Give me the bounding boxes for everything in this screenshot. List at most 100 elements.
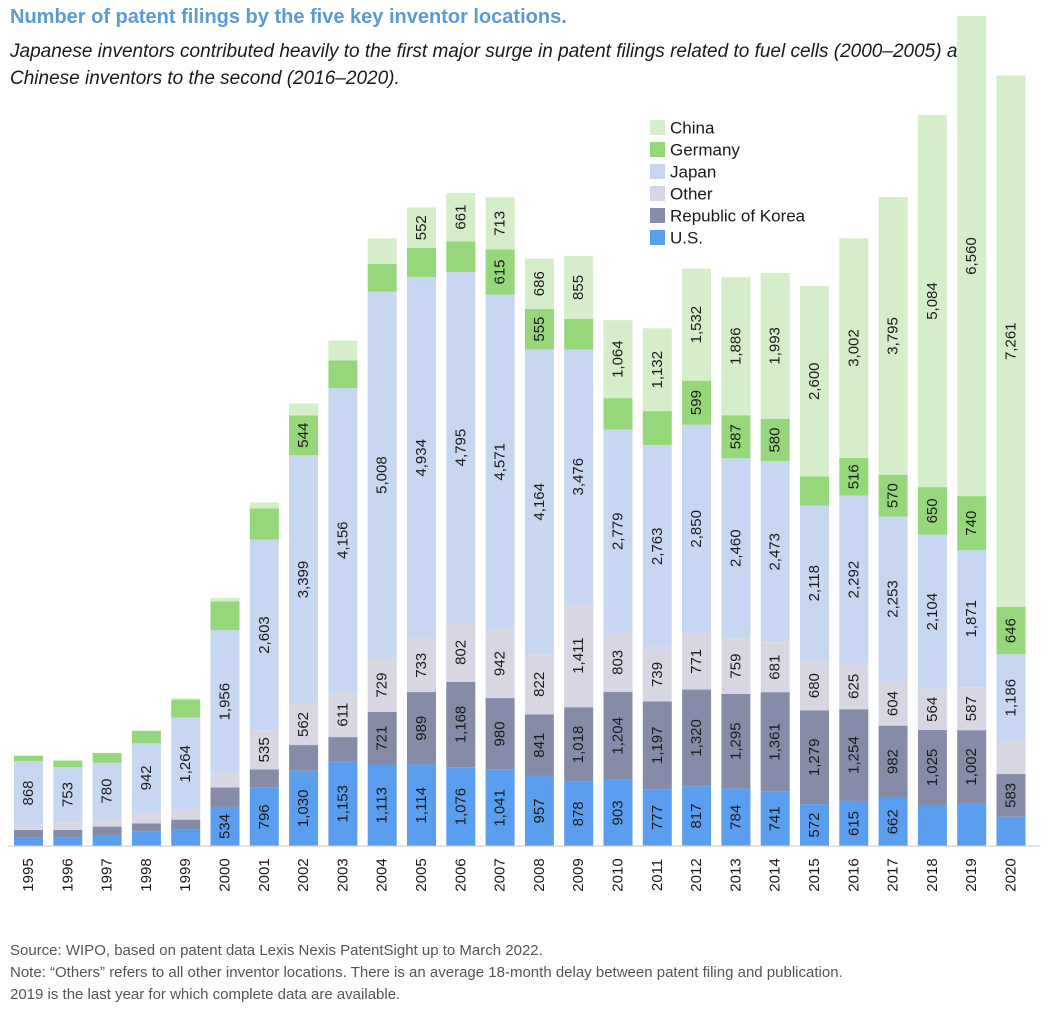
bar-segment-china-1996 <box>53 759 83 761</box>
data-label-japan-2003: 4,156 <box>334 521 351 559</box>
bar-segment-germany-2007 <box>485 249 515 295</box>
bar-segment-germany-2012 <box>682 380 712 425</box>
data-label-japan-2018: 2,104 <box>924 593 941 631</box>
bar-segment-republic-of-korea-2000 <box>210 787 240 807</box>
data-label-u-s-2005: 1,114 <box>413 787 430 823</box>
data-label-japan-2008: 4,164 <box>531 483 548 521</box>
bar-segment-republic-of-korea-2004 <box>367 711 397 765</box>
data-label-republic-of-korea-2011: 1,197 <box>649 727 666 765</box>
bar-segment-germany-2019 <box>957 496 987 551</box>
bar-segment-republic-of-korea-2012 <box>682 689 712 787</box>
bar-segment-china-2010 <box>603 320 633 399</box>
data-label-japan-1997: 780 <box>99 779 116 804</box>
data-label-china-2017: 3,795 <box>885 317 902 355</box>
bar-segment-other-2018 <box>917 688 947 730</box>
data-label-japan-2000: 1,956 <box>217 683 234 721</box>
legend-label-other: Other <box>670 185 713 204</box>
data-label-china-2012: 1,532 <box>688 306 705 344</box>
legend-swatch-germany <box>650 142 665 157</box>
bar-segment-japan-2007 <box>485 294 515 630</box>
bar-segment-u-s-2003 <box>328 761 358 846</box>
bar-segment-japan-2008 <box>524 349 554 655</box>
data-label-republic-of-korea-2015: 1,279 <box>806 739 823 777</box>
x-tick-label-2020: 2020 <box>1003 858 1020 891</box>
data-label-other-2007: 942 <box>492 651 509 676</box>
bar-segment-japan-2014 <box>760 461 790 643</box>
bar-segment-other-2019 <box>957 687 987 731</box>
data-label-japan-2013: 2,460 <box>727 529 744 567</box>
bar-segment-germany-1998 <box>131 730 161 744</box>
data-label-japan-2002: 3,399 <box>295 561 312 599</box>
data-label-u-s-2015: 572 <box>806 813 823 838</box>
x-tick-label-2013: 2013 <box>727 858 744 891</box>
data-label-germany-2013: 587 <box>727 424 744 449</box>
data-label-u-s-2000: 534 <box>217 814 234 839</box>
note-text-2: 2019 is the last year for which complete… <box>10 986 401 1003</box>
data-label-other-2001: 535 <box>256 737 273 762</box>
legend-label-germany: Germany <box>670 141 740 160</box>
x-tick-label-2009: 2009 <box>570 858 587 891</box>
bar-segment-other-1998 <box>131 812 161 824</box>
data-label-japan-2016: 2,292 <box>845 561 862 599</box>
bar-segment-other-2001 <box>249 730 279 770</box>
data-label-japan-2010: 2,779 <box>610 513 627 551</box>
bar-segment-japan-2009 <box>564 349 594 604</box>
x-tick-label-2014: 2014 <box>767 858 784 891</box>
bar-segment-japan-2004 <box>367 291 397 659</box>
data-label-other-2008: 822 <box>531 672 548 697</box>
data-label-other-2006: 802 <box>452 640 469 665</box>
bar-segment-other-2007 <box>485 629 515 699</box>
bar-segment-japan-2012 <box>682 424 712 634</box>
bar-segment-germany-1997 <box>92 753 122 763</box>
x-tick-label-2006: 2006 <box>452 858 469 891</box>
legend-swatch-u-s <box>650 230 665 245</box>
bar-segment-other-2006 <box>446 623 476 682</box>
data-label-germany-2017: 570 <box>885 483 902 508</box>
x-tick-label-2016: 2016 <box>845 858 862 891</box>
bar-segment-japan-1996 <box>53 767 83 823</box>
data-label-republic-of-korea-2010: 1,204 <box>610 717 627 755</box>
data-label-germany-2020: 646 <box>1003 618 1020 643</box>
legend-label-republic-of-korea: Republic of Korea <box>670 207 806 226</box>
bar-segment-u-s-2012 <box>682 786 712 846</box>
bar-segment-other-2017 <box>878 681 908 726</box>
bar-segment-germany-2006 <box>446 241 476 273</box>
data-label-japan-1996: 753 <box>59 782 76 807</box>
bar-segment-china-1999 <box>171 698 201 700</box>
bar-segment-china-2004 <box>367 238 397 264</box>
bar-segment-other-2015 <box>800 660 829 711</box>
bar-segment-u-s-2015 <box>800 804 829 846</box>
data-label-japan-2011: 2,763 <box>649 528 666 566</box>
data-label-republic-of-korea-2005: 989 <box>413 716 430 741</box>
note-text: Note: “Others” refers to all other inven… <box>10 964 843 981</box>
data-label-japan-1995: 868 <box>20 780 37 805</box>
bar-segment-republic-of-korea-2008 <box>524 714 554 776</box>
bar-segment-other-2002 <box>289 703 319 746</box>
bar-segment-other-1999 <box>171 810 201 820</box>
data-label-u-s-2009: 878 <box>570 801 587 826</box>
data-label-republic-of-korea-2017: 982 <box>885 749 902 774</box>
bar-segment-japan-2020 <box>996 654 1026 742</box>
bar-segment-u-s-1997 <box>92 835 122 846</box>
bar-segment-china-2006 <box>446 192 476 242</box>
x-tick-label-2012: 2012 <box>688 858 705 891</box>
bar-segment-germany-2003 <box>328 360 358 389</box>
bar-segment-china-2017 <box>878 197 908 475</box>
data-label-republic-of-korea-2007: 980 <box>492 721 509 746</box>
bar-segment-other-2016 <box>839 663 869 710</box>
x-tick-label-2019: 2019 <box>963 858 980 891</box>
data-label-china-2018: 5,084 <box>924 282 941 320</box>
legend-swatch-china <box>650 120 665 135</box>
data-label-japan-2012: 2,850 <box>688 510 705 548</box>
bar-segment-u-s-1998 <box>131 831 161 846</box>
bar-segment-japan-2001 <box>249 539 279 731</box>
data-label-germany-2012: 599 <box>688 390 705 415</box>
bar-segment-other-2009 <box>564 603 594 708</box>
bar-segment-japan-2000 <box>210 630 240 774</box>
bar-segment-u-s-2000 <box>210 806 240 846</box>
bar-segment-other-2011 <box>642 647 672 702</box>
data-label-other-2014: 681 <box>767 655 784 680</box>
x-tick-label-2003: 2003 <box>334 858 351 891</box>
data-label-republic-of-korea-2018: 1,025 <box>924 749 941 787</box>
data-label-china-2015: 2,600 <box>806 362 823 400</box>
